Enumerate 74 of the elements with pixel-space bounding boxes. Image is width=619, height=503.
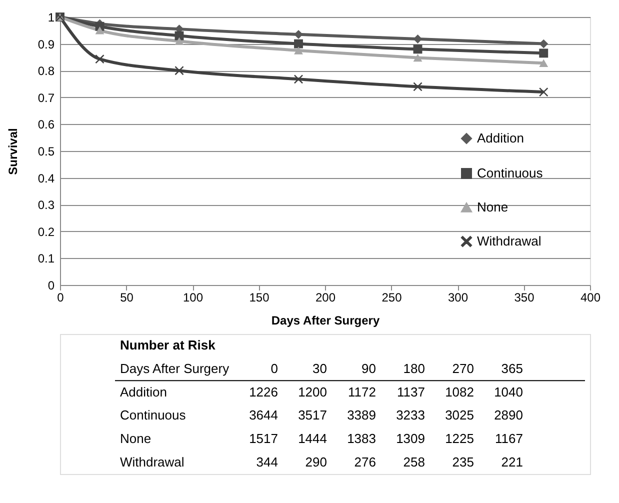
x-tick-label: 50 bbox=[120, 290, 134, 304]
point bbox=[413, 54, 422, 62]
text: Number at Risk bbox=[120, 338, 216, 353]
y-tick-label: 0.8 bbox=[38, 64, 55, 78]
y-tick-label: 0.3 bbox=[38, 198, 55, 212]
y-tick-label: 0.6 bbox=[38, 118, 55, 132]
x-tick-label: 300 bbox=[448, 290, 468, 304]
text: 344 bbox=[256, 454, 278, 470]
text: 1040 bbox=[494, 384, 523, 400]
text: 270 bbox=[452, 361, 474, 376]
text: 258 bbox=[403, 454, 425, 470]
text: 3025 bbox=[445, 408, 474, 423]
text: 90 bbox=[362, 361, 376, 376]
point bbox=[539, 48, 548, 58]
legend-label: Addition bbox=[477, 130, 524, 146]
text: Continuous bbox=[120, 408, 186, 423]
text: 1082 bbox=[445, 384, 474, 400]
text: 365 bbox=[501, 361, 523, 376]
y-tick-label: 0.1 bbox=[38, 252, 55, 266]
text: 2890 bbox=[494, 408, 523, 423]
text: 1172 bbox=[348, 384, 376, 400]
text: Addition bbox=[120, 384, 167, 400]
text: Withdrawal bbox=[120, 454, 184, 470]
text: 221 bbox=[501, 454, 523, 470]
text: 1444 bbox=[298, 431, 327, 446]
point bbox=[413, 44, 422, 54]
point bbox=[95, 26, 104, 34]
point bbox=[174, 66, 184, 76]
y-tick-label: 1 bbox=[48, 10, 55, 24]
text: 3517 bbox=[298, 408, 327, 423]
legend-label: None bbox=[477, 200, 508, 214]
x-axis-title: Days After Surgery bbox=[271, 314, 380, 328]
point bbox=[539, 59, 548, 67]
x-tick-label: 400 bbox=[580, 290, 601, 304]
text: 1383 bbox=[347, 431, 376, 446]
point bbox=[174, 37, 184, 45]
text: None bbox=[120, 431, 152, 446]
text: 30 bbox=[312, 361, 327, 376]
y-tick-label: 0.4 bbox=[38, 171, 55, 186]
text: Days After Surgery bbox=[120, 361, 230, 376]
text: 235 bbox=[452, 454, 474, 470]
point bbox=[294, 39, 303, 48]
point bbox=[95, 54, 104, 64]
y-tick-label: 0.5 bbox=[38, 144, 55, 158]
point bbox=[294, 74, 303, 84]
x-tick-label: 200 bbox=[315, 290, 336, 304]
x-tick-label: 150 bbox=[249, 290, 270, 304]
y-tick-label: 0.2 bbox=[38, 224, 55, 239]
text: 3644 bbox=[249, 408, 278, 423]
text: 276 bbox=[354, 454, 376, 470]
text: 1167 bbox=[495, 431, 523, 446]
point bbox=[294, 46, 303, 54]
legend-label: Withdrawal bbox=[477, 234, 542, 248]
text: 290 bbox=[305, 454, 327, 470]
point bbox=[539, 88, 548, 97]
text: 180 bbox=[403, 361, 425, 376]
x-tick-label: 0 bbox=[57, 290, 64, 304]
text: 1309 bbox=[396, 431, 425, 446]
y-axis-title: Survival bbox=[6, 128, 20, 175]
text: 1225 bbox=[445, 431, 474, 446]
text: 1517 bbox=[249, 431, 278, 446]
y-tick-label: 0.7 bbox=[38, 90, 55, 105]
text: 1137 bbox=[397, 384, 425, 400]
y-tick-label: 0 bbox=[48, 278, 55, 292]
text: 0 bbox=[270, 361, 278, 376]
text: 3389 bbox=[347, 408, 376, 423]
text: 3233 bbox=[396, 408, 425, 423]
x-tick-label: 250 bbox=[382, 290, 402, 304]
text: 1200 bbox=[298, 384, 327, 400]
legend-label: Continuous bbox=[477, 166, 544, 180]
x-tick-label: 100 bbox=[182, 290, 204, 304]
text: 1226 bbox=[249, 384, 278, 400]
y-tick-label: 0.9 bbox=[38, 37, 55, 52]
x-tick-label: 350 bbox=[514, 290, 535, 304]
